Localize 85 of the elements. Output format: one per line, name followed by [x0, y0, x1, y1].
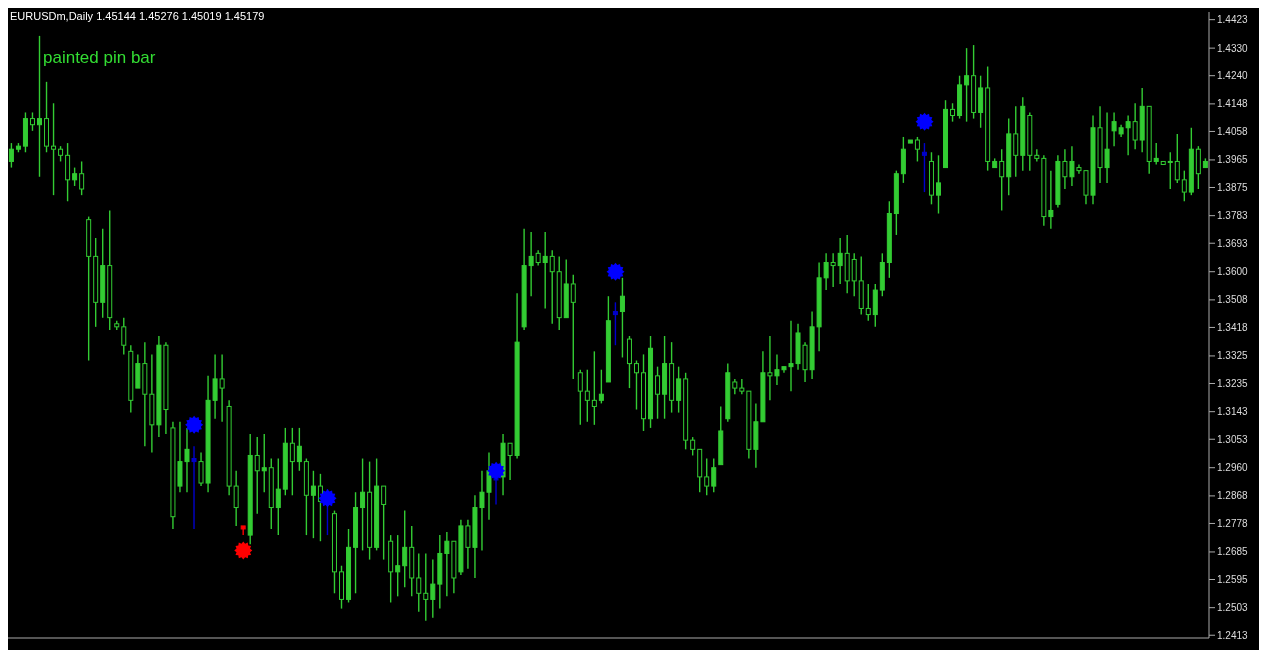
y-tick-label: 1.3235: [1217, 378, 1249, 390]
candlestick: [837, 237, 843, 285]
candlestick: [275, 457, 281, 536]
candlestick: [8, 142, 14, 169]
candlestick: [381, 485, 387, 561]
candlestick: [1013, 105, 1019, 178]
y-tick-label: 1.2868: [1217, 490, 1249, 502]
y-tick-label: 1.3783: [1217, 210, 1249, 222]
candlestick: [121, 316, 127, 356]
point: [487, 461, 506, 480]
candlestick: [704, 457, 710, 496]
y-tick-label: 1.2413: [1217, 629, 1249, 641]
candlestick: [1034, 148, 1040, 163]
candlestick: [72, 166, 78, 187]
candlestick: [914, 136, 920, 163]
y-tick-label: 1.4423: [1217, 14, 1249, 26]
candlestick: [79, 160, 85, 196]
y-tick-label: 1.4058: [1217, 125, 1249, 137]
candlestick: [416, 552, 422, 613]
candlestick: [739, 378, 745, 395]
candlestick: [191, 445, 197, 530]
candlestick: [964, 47, 970, 123]
candlestick: [430, 558, 436, 619]
candlestick: [633, 359, 639, 411]
candlestick: [296, 427, 302, 472]
candlestick: [570, 274, 576, 380]
y-tick-label: 1.2503: [1217, 602, 1249, 614]
candlestick: [577, 369, 583, 426]
y-tick-label: 1.3325: [1217, 350, 1249, 362]
annotation: painted pin bar: [43, 48, 156, 68]
y-tick-label: 1.2960: [1217, 462, 1249, 474]
point: [915, 112, 934, 131]
candlestick: [935, 154, 941, 215]
candlestick: [261, 433, 267, 493]
chart-title: EURUSDm,Daily 1.45144 1.45276 1.45019 1.45179: [10, 10, 265, 22]
point: [185, 415, 204, 434]
candlestick: [851, 252, 857, 297]
candlestick: [402, 509, 408, 588]
candlestick: [676, 365, 682, 414]
y-tick-label: 1.3418: [1217, 322, 1249, 333]
y-tick-label: 1.3965: [1217, 154, 1249, 166]
candlestick: [1048, 169, 1054, 230]
candlestick: [51, 102, 57, 196]
y-tick-label: 1.2778: [1217, 518, 1249, 530]
candlestick: [542, 231, 548, 310]
candlestick: [37, 35, 42, 178]
y-tick-label: 1.4240: [1217, 70, 1249, 82]
candlestick: [999, 148, 1005, 212]
candlestick: [950, 102, 956, 123]
candlestick: [1167, 151, 1173, 190]
candlestick: [711, 457, 717, 493]
candlestick: [612, 301, 618, 346]
candlestick: [360, 457, 366, 552]
y-tick-label: 1.2685: [1217, 546, 1249, 558]
candlestick: [310, 470, 316, 539]
candlestick: [690, 436, 696, 457]
y-tick-label: 1.4148: [1217, 98, 1249, 110]
candlestick: [1153, 142, 1159, 166]
candlestick: [655, 365, 661, 420]
y-tick-label: 1.3600: [1217, 266, 1249, 278]
candlestick: [1181, 169, 1187, 202]
y-tick-label: 1.3875: [1217, 182, 1249, 194]
candlestick: [865, 283, 871, 322]
point: [234, 541, 253, 560]
candlestick: [584, 369, 590, 423]
y-tick-label: 1.2595: [1217, 574, 1249, 586]
candlestick: [29, 111, 35, 132]
candlestick: [423, 552, 429, 622]
candlestick: [598, 369, 604, 405]
y-tick-label: 1.3053: [1217, 433, 1249, 445]
point: [606, 262, 625, 281]
point: [318, 489, 337, 508]
y-tick-label: 1.4330: [1217, 42, 1249, 54]
candlestick: [591, 350, 597, 426]
candlestick: [289, 427, 295, 496]
candlestick: [921, 142, 927, 193]
candlestick: [1174, 133, 1180, 184]
candlestick: [549, 249, 555, 325]
candlestick: [619, 277, 625, 359]
y-tick-label: 1.3143: [1217, 406, 1249, 418]
candlestick: [395, 534, 401, 598]
y-tick-label: 1.3508: [1217, 294, 1249, 306]
candlestick: [254, 436, 260, 515]
y-tick-label: 1.3693: [1217, 237, 1249, 249]
candlestick: [233, 470, 239, 527]
